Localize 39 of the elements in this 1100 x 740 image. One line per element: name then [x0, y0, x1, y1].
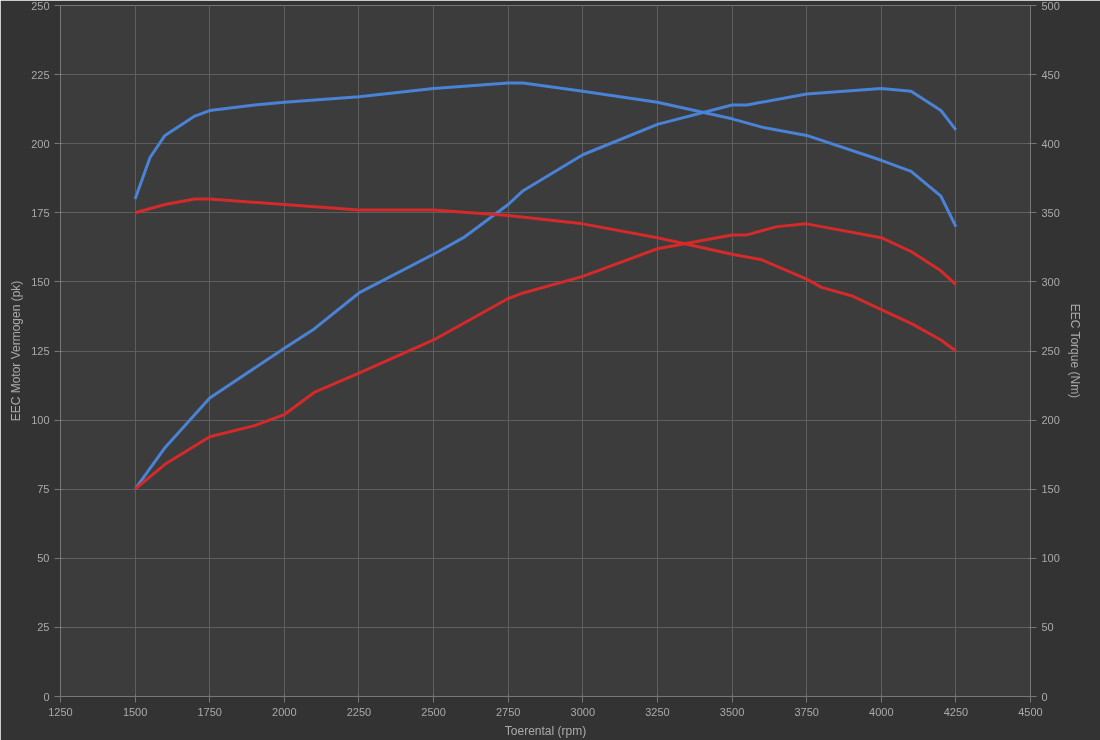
- x-tick-label: 1750: [197, 705, 222, 718]
- y-axis-title: EEC Motor Vermogen (pk): [9, 280, 24, 422]
- x-tick-label: 1250: [48, 705, 73, 718]
- y2-axis-title: EEC Torque (Nm): [1067, 303, 1082, 399]
- y-tick-label: 125: [31, 345, 50, 357]
- x-tick-label: 3000: [570, 705, 596, 718]
- x-tick-label: 1500: [122, 705, 148, 718]
- x-tick-label: 2750: [495, 705, 521, 718]
- y2-tick-label: 350: [1041, 206, 1060, 219]
- x-tick-label: 3500: [719, 705, 745, 718]
- y2-tick-label: 250: [1041, 345, 1060, 357]
- x-tick-label: 4500: [1018, 705, 1043, 718]
- y-tick-label: 50: [37, 552, 50, 565]
- x-tick-label: 2500: [421, 705, 446, 718]
- y-tick-label: 100: [31, 414, 50, 427]
- y2-tick-label: 0: [1041, 690, 1048, 703]
- y2-tick-label: 300: [1041, 275, 1060, 288]
- y-tick-label: 250: [31, 0, 50, 12]
- y-tick-label: 0: [43, 690, 50, 703]
- y2-tick-label: 100: [1041, 552, 1060, 565]
- y2-tick-label: 150: [1041, 483, 1060, 496]
- y-tick-label: 175: [31, 206, 50, 219]
- x-tick-label: 2000: [272, 705, 297, 718]
- y-tick-label: 25: [37, 621, 50, 634]
- x-tick-label: 3250: [645, 705, 670, 718]
- y-tick-label: 150: [31, 275, 50, 288]
- y2-tick-label: 200: [1041, 414, 1060, 427]
- x-axis-title: Toerental (rpm): [504, 723, 587, 738]
- y-tick-label: 200: [31, 137, 50, 150]
- x-tick-label: 4000: [869, 705, 894, 718]
- y-tick-label: 75: [37, 483, 50, 496]
- y2-tick-label: 50: [1041, 621, 1054, 634]
- x-tick-label: 2250: [346, 705, 372, 718]
- y2-tick-label: 400: [1041, 137, 1060, 150]
- x-tick-label: 3750: [794, 705, 819, 718]
- y2-tick-label: 450: [1041, 68, 1060, 81]
- y-tick-label: 225: [31, 68, 50, 81]
- y2-tick-label: 500: [1041, 0, 1060, 12]
- x-tick-label: 4250: [943, 705, 969, 718]
